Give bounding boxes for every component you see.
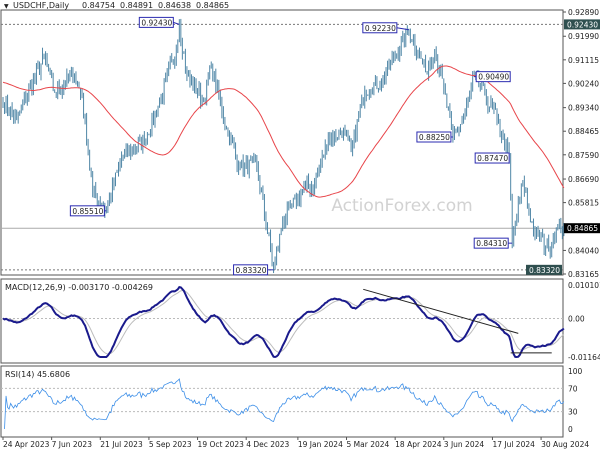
price-tag-label: 0.84865 [567,224,598,233]
rsi-tick-label: 70 [568,384,578,393]
pivot-connector [173,21,180,25]
pivot-label: 0.92230 [365,24,396,33]
pivot-label-box [69,205,105,217]
macd-panel: MACD(12,26,9) -0.003170 -0.004269 0.0101… [0,278,600,364]
time-tick-label: 7 Jun 2023 [52,440,93,449]
price-tick-label: 0.89340 [568,104,599,113]
watermark: ActionForex.com [331,196,472,216]
time-tick-label: 30 Aug 2024 [541,440,589,449]
pivot-label: 0.87470 [477,154,508,163]
chart-header: ▼ USDCHF,Daily 0.84754 0.84891 0.84638 0… [4,1,229,10]
price-tag-label: 0.83320 [529,266,560,275]
time-tick-label: 3 Jun 2024 [444,440,485,449]
macd-signal-line [2,290,565,355]
rsi-tick-label: 30 [568,408,578,417]
price-tick-label: 0.91990 [568,32,599,41]
ohlc-close: 0.84865 [196,1,229,10]
price-tick-label: 0.83165 [568,270,599,279]
price-tick-label: 0.85815 [568,199,599,208]
price-axis: 0.92890 0.91990 0.91115 0.90240 0.89340 0.884… [526,8,600,279]
price-tick-label: 0.84040 [568,246,599,255]
rsi-tick-label: 100 [568,367,583,376]
price-tag [526,264,562,275]
header-arrow-icon[interactable]: ▼ [4,3,9,10]
rsi-line [4,378,565,430]
time-axis: 24 Apr 2023 7 Jun 2023 21 Jul 2023 5 Sep 20… [2,437,589,449]
time-tick-label: 21 Jul 2023 [100,440,143,449]
time-tick-label: 5 Sep 2023 [149,440,192,449]
time-tick-label: 5 Mar 2024 [347,440,390,449]
pivot-label-box [362,22,398,34]
time-tick-label: 4 Dec 2023 [246,440,289,449]
pivot-label: 0.88250 [419,133,450,142]
price-tag [564,223,600,234]
pivot-label: 0.92430 [141,18,172,27]
macd-tick-label: 0.010101 [568,281,600,290]
ohlc-low: 0.84638 [158,1,191,10]
price-tag [564,19,600,30]
price-tick-label: 0.86690 [568,175,599,184]
macd-trendline [363,288,519,334]
pivot-label-box [416,131,452,143]
pivot-label: 0.85510 [72,207,103,216]
pivot-label-box [138,16,174,28]
pivot-label: 0.83320 [236,266,267,275]
ohlc-open: 0.84754 [82,1,115,10]
price-tick-label: 0.88465 [568,127,599,136]
time-tick-label: 19 Jan 2024 [298,440,343,449]
moving-average-line [2,65,565,198]
price-tick-label: 0.92890 [568,8,599,17]
price-tick-label: 0.91115 [568,56,599,65]
pivot-label-box [475,71,511,83]
ohlc-high: 0.84891 [120,1,153,10]
time-tick-label: 19 Oct 2023 [198,440,245,449]
price-tick-label: 0.87590 [568,151,599,160]
macd-line [2,285,565,359]
time-tick-label: 17 Jul 2024 [492,440,535,449]
rsi-header: RSI(14) 45.6806 [5,370,70,379]
macd-header: MACD(12,26,9) -0.003170 -0.004269 [5,283,153,292]
pivot-label: 0.84310 [476,239,507,248]
rsi-panel: RSI(14) 45.6806 100 70 30 0 [0,365,583,438]
pivot-label: 0.90490 [478,73,509,82]
price-tick-label: 0.90240 [568,79,599,88]
macd-tick-label: -0.011645 [568,353,600,362]
time-tick-label: 18 Apr 2024 [395,440,442,449]
price-panel: ActionForex.com 0.85510 0.92430 0.83320 0.9… [0,9,565,276]
time-tick-label: 24 Apr 2023 [3,440,50,449]
rsi-tick-label: 0 [568,425,573,434]
macd-tick-label: 0.00 [568,314,585,323]
pivot-label-box [473,237,509,249]
pivot-label-box [474,152,510,164]
symbol-label: USDCHF,Daily [13,1,69,10]
pivot-label-box [233,264,269,276]
pivot-connector [396,27,409,31]
price-tag-label: 0.92430 [567,20,598,29]
